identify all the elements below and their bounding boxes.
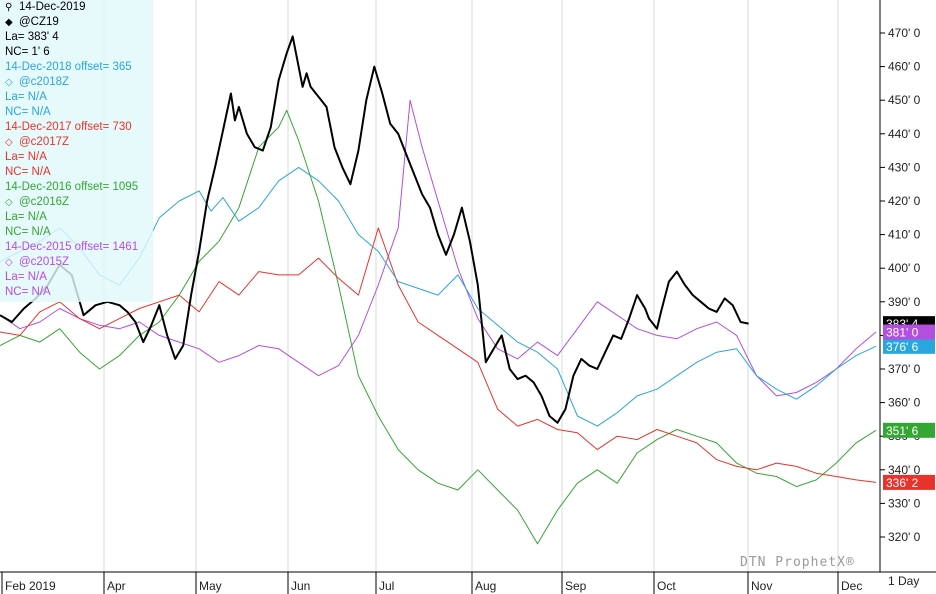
legend-date-2016: 14-Dec-2016 offset= 1095 bbox=[5, 181, 139, 193]
y-tick-label: 320' 0 bbox=[888, 530, 921, 544]
y-tick-label: 370' 0 bbox=[888, 362, 921, 376]
legend-nc-2015: NC= N/A bbox=[5, 286, 51, 298]
legend-header: ⚲ 14-Dec-2019 bbox=[5, 0, 85, 15]
watermark-text: DTN ProphetX® bbox=[740, 555, 855, 570]
y-tick-label: 440' 0 bbox=[888, 127, 921, 141]
last-value-text: 351' 6 bbox=[886, 424, 919, 438]
legend-symbol-2016: ◇ @c2016Z bbox=[5, 195, 69, 210]
x-tick-label: Dec bbox=[841, 579, 862, 593]
legend-symbol-current-text: @CZ19 bbox=[19, 16, 59, 28]
legend-last-2018: La= N/A bbox=[5, 91, 47, 103]
last-value-badge-c2016z: 351' 6 bbox=[883, 422, 935, 438]
legend-symbol-2017: ◇ @c2017Z bbox=[5, 135, 69, 150]
x-tick-label: Nov bbox=[751, 579, 772, 593]
last-value-box bbox=[883, 338, 935, 354]
diamond-icon: ◆ bbox=[5, 17, 13, 28]
y-tick-label: 360' 0 bbox=[888, 396, 921, 410]
last-value-box bbox=[883, 422, 935, 438]
legend-nc-2017: NC= N/A bbox=[5, 166, 51, 178]
last-value-badge-c2017z: 336' 2 bbox=[883, 474, 935, 490]
x-tick-label: Jun bbox=[291, 579, 310, 593]
last-value-text: 381' 0 bbox=[886, 326, 919, 340]
last-value-box bbox=[883, 474, 935, 490]
diamond-outline-icon: ◇ bbox=[5, 197, 13, 208]
y-tick-label: 470' 0 bbox=[888, 26, 921, 40]
y-tick-label: 410' 0 bbox=[888, 228, 921, 242]
x-tick-label: Sep bbox=[565, 579, 587, 593]
legend-date-2015: 14-Dec-2015 offset= 1461 bbox=[5, 241, 139, 253]
legend-symbol-2015: ◇ @c2015Z bbox=[5, 255, 69, 270]
legend-nc-2016: NC= N/A bbox=[5, 226, 51, 238]
zoom-icon: ⚲ bbox=[5, 2, 13, 13]
last-value-text: 336' 2 bbox=[886, 476, 919, 490]
x-tick-label: Jul bbox=[379, 579, 394, 593]
legend-last-2016: La= N/A bbox=[5, 211, 47, 223]
last-value-text: 376' 6 bbox=[886, 340, 919, 354]
y-tick-label: 430' 0 bbox=[888, 160, 921, 174]
series-line-c2017z bbox=[0, 227, 877, 483]
x-tick-label: Feb 2019 bbox=[5, 579, 56, 593]
y-tick-label: 390' 0 bbox=[888, 295, 921, 309]
legend-date-2017: 14-Dec-2017 offset= 730 bbox=[5, 121, 132, 133]
legend-date-2018: 14-Dec-2018 offset= 365 bbox=[5, 61, 132, 73]
last-value-badge-c2018z: 376' 6 bbox=[883, 338, 935, 354]
y-tick-label: 460' 0 bbox=[888, 60, 921, 74]
legend-symbol-2018: ◇ @c2018Z bbox=[5, 75, 69, 90]
series-line-cz19 bbox=[0, 35, 749, 424]
legend-symbol-current: ◆ @CZ19 bbox=[5, 15, 59, 30]
x-tick-label: Oct bbox=[657, 579, 676, 593]
last-value-badge-c2015z: 381' 0 bbox=[883, 324, 935, 340]
legend-nc-2018: NC= N/A bbox=[5, 106, 51, 118]
legend-panel: ⚲ 14-Dec-2019 ◆ @CZ19 La= 383' 4 NC= 1' 6 … bbox=[0, 0, 153, 302]
legend-last-2017: La= N/A bbox=[5, 151, 47, 163]
last-value-box bbox=[883, 324, 935, 340]
legend-symbol-2018-text: @c2018Z bbox=[19, 76, 70, 88]
legend-symbol-2016-text: @c2016Z bbox=[19, 196, 70, 208]
chart-gridlines bbox=[103, 0, 839, 572]
chart-series bbox=[0, 35, 877, 545]
legend-header-date: 14-Dec-2019 bbox=[19, 1, 86, 13]
legend-last-2015: La= N/A bbox=[5, 271, 47, 283]
x-tick-label: Apr bbox=[107, 579, 126, 593]
x-axis: Feb 2019 Apr May Jun Jul Aug Sep Oct Nov Dec bbox=[0, 571, 936, 594]
diamond-outline-icon: ◇ bbox=[5, 77, 13, 88]
legend-symbol-2015-text: @c2015Z bbox=[19, 256, 70, 268]
y-tick-label: 330' 0 bbox=[888, 496, 921, 510]
interval-label[interactable]: 1 Day bbox=[888, 574, 920, 588]
y-tick-label: 340' 0 bbox=[888, 463, 921, 477]
y-tick-label: 400' 0 bbox=[888, 261, 921, 275]
legend-nc-current: NC= 1' 6 bbox=[5, 46, 50, 58]
y-tick-label: 420' 0 bbox=[888, 194, 921, 208]
x-tick-label: Aug bbox=[475, 579, 496, 593]
x-tick-label: May bbox=[199, 579, 222, 593]
y-tick-label: 450' 0 bbox=[888, 93, 921, 107]
diamond-outline-icon: ◇ bbox=[5, 137, 13, 148]
legend-last-current: La= 383' 4 bbox=[5, 31, 59, 43]
diamond-outline-icon: ◇ bbox=[5, 257, 13, 268]
legend-symbol-2017-text: @c2017Z bbox=[19, 136, 70, 148]
